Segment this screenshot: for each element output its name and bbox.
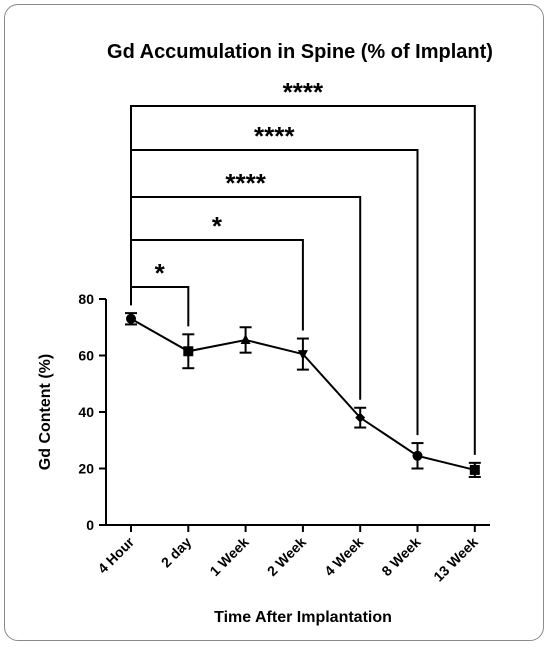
x-tick-label: 2 day xyxy=(158,534,195,571)
data-point xyxy=(355,412,366,423)
data-point xyxy=(412,450,423,461)
x-tick-label: 4 Week xyxy=(321,534,366,579)
chart-title: Gd Accumulation in Spine (% of Implant) xyxy=(107,41,493,63)
y-tick-label: 80 xyxy=(78,291,94,307)
chart-frame xyxy=(4,4,544,641)
significance-bracket xyxy=(130,149,419,436)
data-point xyxy=(183,346,194,357)
x-tick-label: 1 Week xyxy=(206,534,251,579)
data-point xyxy=(297,350,308,361)
significance-bracket xyxy=(130,286,190,327)
x-tick-label: 2 Week xyxy=(264,534,309,579)
significance-brackets: ************** xyxy=(130,77,476,455)
y-tick-label: 20 xyxy=(78,461,94,477)
significance-bracket xyxy=(130,105,476,455)
data-point xyxy=(126,313,136,324)
x-axis-label: Time After Implantation xyxy=(214,609,392,626)
x-tick-label: 4 Hour xyxy=(94,533,137,576)
significance-bracket xyxy=(130,196,362,400)
significance-label: **** xyxy=(283,77,324,107)
data-point xyxy=(240,333,251,344)
x-tick-label: 13 Week xyxy=(430,534,481,585)
y-tick-label: 60 xyxy=(78,348,94,364)
significance-label: **** xyxy=(254,121,295,151)
axes: 0 20 40 60 80 4 Hour 2 day 1 Week 2 Week 4 Week 8 … xyxy=(78,291,490,585)
y-tick-label: 40 xyxy=(78,404,94,420)
x-tick-label: 8 Week xyxy=(378,534,423,579)
data-series xyxy=(125,312,481,478)
y-axis-label: Gd Content (%) xyxy=(37,354,54,470)
y-tick-label: 0 xyxy=(86,517,94,533)
significance-label: * xyxy=(212,211,223,241)
data-point xyxy=(469,464,480,475)
significance-label: * xyxy=(155,258,166,288)
significance-label: **** xyxy=(225,168,266,198)
